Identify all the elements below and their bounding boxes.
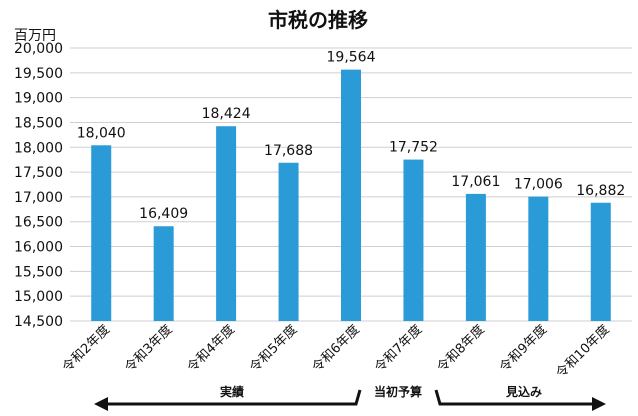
y-tick-label: 18,000 [14, 140, 63, 156]
period-annotations: 実績 当初予算 見込み [94, 384, 606, 411]
x-tick-label: 令和6年度 [309, 322, 363, 376]
y-tick-labels: 14,500 15,000 15,500 16,000 16,500 17,000 17,5… [14, 41, 63, 330]
bar [465, 193, 486, 321]
actual-arrow [104, 389, 362, 406]
chart-title: 市税の推移 [268, 8, 368, 32]
y-tick-label: 17,500 [14, 165, 63, 181]
value-labels: 18,040 16,409 18,424 17,688 19,564 17,752 17,0… [77, 50, 626, 223]
value-label: 17,006 [514, 177, 563, 193]
forecast-label: 見込み [505, 384, 542, 399]
x-tick-labels: 令和2年度 令和3年度 令和4年度 令和5年度 令和6年度 令和7年度 令和8年度 令和9年度… [59, 322, 612, 382]
y-tick-label: 16,500 [14, 215, 63, 231]
initial-budget-label: 当初予算 [374, 384, 422, 399]
y-tick-label: 20,000 [14, 41, 63, 57]
bar [403, 159, 424, 321]
y-tick-label: 15,500 [14, 264, 63, 280]
bar [528, 196, 549, 321]
y-axis-unit: 百万円 [14, 28, 56, 44]
x-tick-label: 令和5年度 [246, 322, 300, 376]
value-label: 18,424 [202, 106, 251, 122]
x-tick-label: 令和3年度 [122, 322, 176, 376]
value-label: 17,688 [264, 143, 313, 159]
forecast-arrow [434, 389, 596, 406]
x-tick-label: 令和10年度 [553, 322, 613, 382]
x-tick-label: 令和2年度 [59, 322, 113, 376]
y-tick-label: 17,000 [14, 190, 63, 206]
value-label: 19,564 [327, 50, 376, 66]
value-label: 16,882 [576, 183, 625, 199]
x-tick-label: 令和4年度 [184, 322, 238, 376]
y-tick-label: 19,500 [14, 66, 63, 82]
actual-arrow-head [94, 397, 108, 411]
value-label: 17,752 [389, 140, 438, 156]
bar [341, 69, 361, 322]
value-label: 17,061 [451, 174, 500, 190]
y-tick-label: 16,000 [14, 240, 63, 256]
x-tick-label: 令和9年度 [496, 322, 550, 376]
forecast-arrow-head [592, 397, 606, 411]
value-label: 18,040 [77, 125, 126, 141]
y-tick-label: 15,000 [14, 289, 63, 305]
bar [278, 162, 299, 321]
bar [216, 126, 237, 322]
actual-label: 実績 [220, 384, 244, 399]
bar [590, 202, 611, 321]
bar [91, 145, 112, 321]
x-tick-label: 令和8年度 [434, 322, 488, 376]
y-tick-label: 14,500 [14, 314, 63, 330]
x-tick-label: 令和7年度 [371, 322, 425, 376]
y-tick-label: 18,500 [14, 115, 63, 131]
bar [153, 226, 174, 321]
y-tick-label: 19,000 [14, 91, 63, 107]
value-label: 16,409 [139, 206, 188, 222]
bars [91, 69, 611, 322]
